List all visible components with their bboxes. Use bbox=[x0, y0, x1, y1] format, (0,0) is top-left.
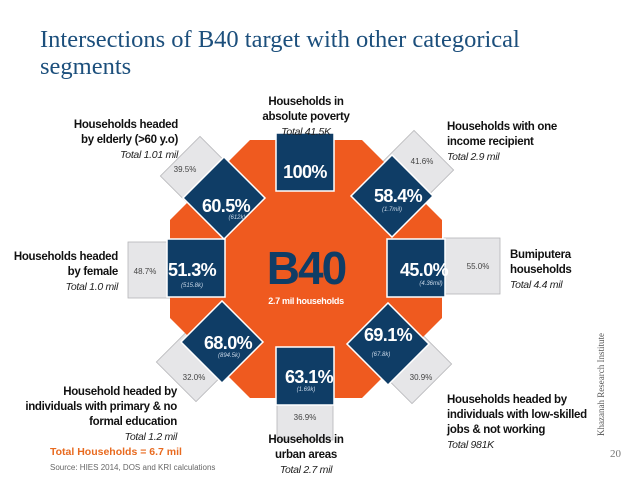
segment-sub-low-skilled: (67.8k) bbox=[372, 352, 391, 358]
label-female: Households headed by female Total 1.0 mi… bbox=[10, 250, 118, 295]
label-urban: Households in urban areas Total 2.7 mil bbox=[262, 433, 350, 478]
segment-pct-low-skilled: 69.1% bbox=[364, 325, 413, 345]
label-primary-education-total: Total 1.2 mil bbox=[124, 431, 178, 443]
remainder-pct-urban: 36.9% bbox=[294, 413, 317, 422]
segment-sub-urban: (1.69k) bbox=[297, 387, 316, 393]
label-bumiputera-total: Total 4.4 mil bbox=[510, 279, 563, 291]
page-title: Intersections of B40 target with other c… bbox=[40, 26, 520, 80]
label-urban-name: Households in urban areas bbox=[268, 434, 344, 461]
label-elderly-name: Households headed by elderly (>60 y.o) bbox=[73, 119, 178, 146]
segment-pct-elderly: 60.5% bbox=[202, 196, 251, 216]
segment-tile-elderly bbox=[181, 155, 267, 241]
label-bumiputera: Bumiputera households Total 4.4 mil bbox=[510, 248, 592, 293]
segment-sub-elderly: (612k) bbox=[228, 215, 245, 221]
segment-tile-urban bbox=[275, 346, 335, 406]
label-elderly-total: Total 1.01 mil bbox=[120, 149, 178, 161]
label-elderly: Households headed by elderly (>60 y.o) T… bbox=[60, 118, 178, 163]
remainder-pct-female: 48.7% bbox=[134, 267, 157, 276]
page-number: 20 bbox=[610, 448, 621, 460]
segment-sub-primary-education: (894.5k) bbox=[218, 353, 240, 359]
segment-pct-poverty: 100% bbox=[283, 162, 327, 182]
label-primary-education-name: Household headed by individuals with pri… bbox=[25, 386, 177, 428]
label-single-income-total: Total 2.9 mil bbox=[447, 151, 500, 163]
label-primary-education: Household headed by individuals with pri… bbox=[22, 385, 177, 445]
segment-tile-single-income bbox=[349, 153, 435, 239]
remainder-pct-primary-education: 32.0% bbox=[183, 373, 206, 382]
source-note: Source: HIES 2014, DOS and KRI calculati… bbox=[50, 463, 216, 472]
remainder-tile-bumiputera bbox=[443, 237, 501, 295]
label-low-skilled-name: Households headed by individuals with lo… bbox=[447, 394, 587, 436]
remainder-pct-bumiputera: 55.0% bbox=[467, 262, 490, 271]
segment-sub-bumiputera: (4.36mil) bbox=[419, 281, 442, 287]
remainder-pct-single-income: 41.6% bbox=[411, 157, 434, 166]
segment-pct-bumiputera: 45.0% bbox=[400, 260, 449, 280]
segment-tile-female bbox=[166, 238, 226, 298]
label-low-skilled: Households headed by individuals with lo… bbox=[447, 393, 587, 453]
label-single-income: Households with one income recipient Tot… bbox=[447, 120, 559, 165]
b40-label: B40 bbox=[267, 242, 346, 294]
total-households: Total Households = 6.7 mil bbox=[50, 446, 182, 458]
label-single-income-name: Households with one income recipient bbox=[447, 121, 557, 148]
segment-pct-single-income: 58.4% bbox=[374, 186, 423, 206]
label-female-name: Households headed by female bbox=[13, 251, 118, 278]
label-poverty-name: Households in absolute poverty bbox=[262, 96, 350, 123]
remainder-pct-low-skilled: 30.9% bbox=[410, 373, 433, 382]
segment-pct-urban: 63.1% bbox=[285, 367, 334, 387]
b40-sub-label: 2.7 mil households bbox=[268, 296, 344, 306]
label-female-total: Total 1.0 mil bbox=[65, 281, 119, 293]
segment-tile-bumiputera bbox=[386, 238, 446, 298]
label-poverty-total: Total 41.5K bbox=[281, 126, 331, 138]
segment-tile-primary-education bbox=[179, 299, 265, 385]
label-poverty: Households in absolute poverty Total 41.… bbox=[250, 95, 362, 140]
label-urban-total: Total 2.7 mil bbox=[279, 464, 333, 476]
segment-sub-female: (515.8k) bbox=[181, 283, 203, 289]
segment-tile-poverty bbox=[275, 132, 335, 192]
segment-sub-single-income: (1.7mil) bbox=[382, 207, 402, 213]
segment-tiles bbox=[166, 132, 446, 406]
segment-tile-low-skilled bbox=[345, 301, 431, 387]
remainder-pct-elderly: 39.5% bbox=[174, 165, 197, 174]
segment-pct-female: 51.3% bbox=[168, 260, 217, 280]
label-bumiputera-name: Bumiputera households bbox=[510, 249, 572, 276]
institute-name: Khazanah Research Institute bbox=[596, 333, 606, 436]
label-low-skilled-total: Total 981K bbox=[447, 439, 494, 451]
segment-pct-primary-education: 68.0% bbox=[204, 333, 253, 353]
